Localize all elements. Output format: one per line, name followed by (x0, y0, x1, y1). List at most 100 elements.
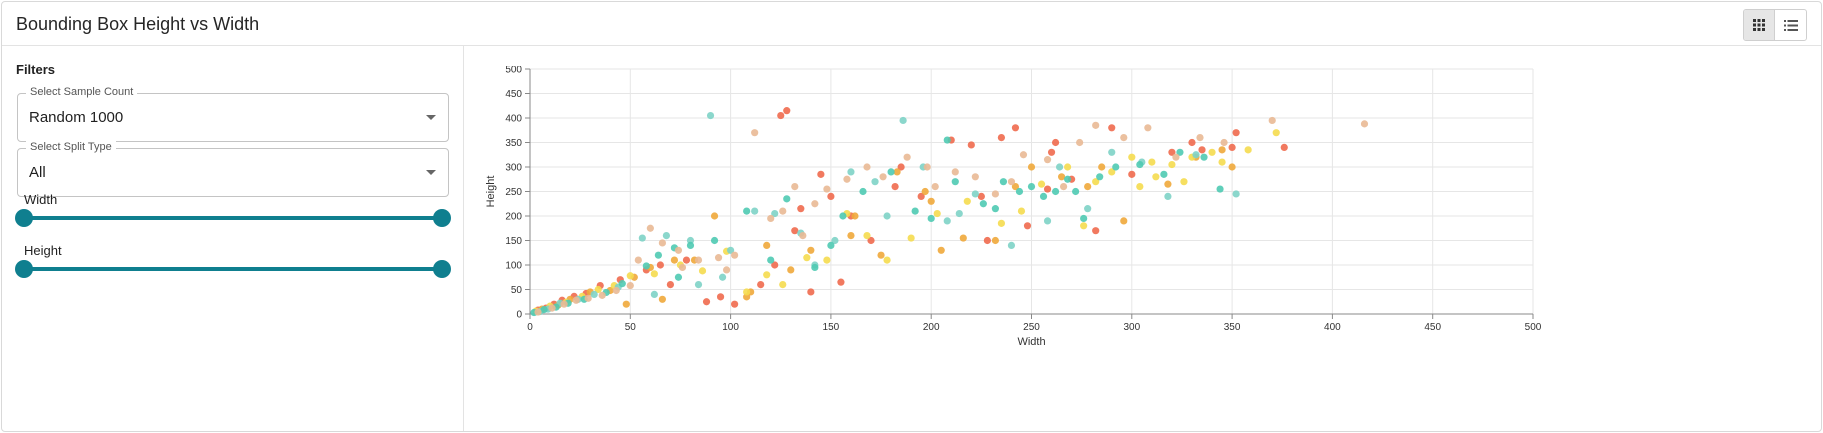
scatter-point (1043, 156, 1052, 164)
scatter-point (859, 187, 867, 196)
scatter-point (1180, 178, 1188, 186)
scatter-point (837, 278, 845, 286)
scatter-point (656, 261, 664, 269)
scatter-point (977, 192, 985, 200)
scatter-point (1092, 121, 1100, 129)
scatter-point (674, 246, 683, 254)
scatter-point (716, 293, 725, 301)
scatter-point (1164, 192, 1172, 200)
scatter-point (1039, 192, 1048, 200)
scatter-point (1216, 185, 1224, 193)
y-tick-label: 300 (505, 163, 522, 174)
x-axis-label: Width (1017, 336, 1045, 348)
scatter-point (743, 207, 751, 215)
scatter-point (951, 168, 959, 176)
scatter-point (871, 178, 879, 186)
scatter-point (883, 256, 891, 264)
scatter-point (1120, 217, 1128, 225)
scatter-point (803, 254, 811, 262)
scatter-point (1176, 148, 1184, 156)
scatter-point (943, 136, 951, 144)
scatter-point (1280, 143, 1288, 151)
list-view-button[interactable] (1775, 10, 1806, 40)
scatter-point (650, 270, 658, 278)
scatter-point (863, 232, 871, 240)
scatter-point (887, 168, 895, 176)
height-slider[interactable] (15, 260, 451, 278)
y-axis-label: Height (485, 176, 497, 208)
scatter-point (827, 192, 835, 200)
scatter-point (646, 224, 654, 232)
x-tick-label: 450 (1424, 322, 1441, 333)
scatter-point (771, 261, 779, 269)
view-toggle (1743, 9, 1807, 41)
grid-view-icon (1753, 19, 1765, 31)
scatter-point (777, 111, 785, 120)
scatter-chart: 0 50 100 150 200 250 300 350 400 450 500 0 50 100 150 2… (485, 66, 1542, 348)
grid-view-button[interactable] (1744, 10, 1775, 40)
scatter-point (626, 272, 634, 280)
scatter-point (839, 212, 847, 220)
scatter-point (662, 232, 671, 240)
scatter-point (923, 163, 931, 171)
height-slider-max-handle[interactable] (433, 260, 451, 278)
scatter-point (1228, 143, 1236, 151)
height-slider-min-handle[interactable] (15, 260, 33, 278)
y-tick-label: 0 (516, 310, 522, 321)
x-tick-label: 250 (1023, 322, 1040, 333)
scatter-point (1192, 151, 1200, 159)
scatter-point (851, 212, 859, 220)
scatter-point (1360, 120, 1369, 128)
scatter-point (612, 286, 620, 295)
scatter-point (877, 251, 885, 259)
scatter-point (1096, 173, 1104, 181)
scatter-point (1128, 153, 1136, 161)
scatter-point (1051, 187, 1060, 196)
scatter-point (1244, 146, 1252, 154)
sample-count-select[interactable]: Select Sample Count Random 1000 (17, 86, 449, 142)
scatter-point (771, 209, 779, 218)
scatter-point (1220, 138, 1228, 147)
scatter-point (971, 190, 979, 198)
scatter-point (1007, 241, 1016, 249)
split-type-select[interactable]: Select Split Type All (17, 141, 449, 197)
scatter-point (779, 281, 787, 289)
x-tick-label: 150 (823, 322, 840, 333)
scatter-point (1055, 163, 1064, 171)
scatter-point (560, 300, 568, 308)
width-slider-max-handle[interactable] (433, 209, 451, 227)
scatter-point (937, 246, 945, 254)
scatter-point (1198, 146, 1206, 154)
scatter-point (1136, 160, 1144, 169)
x-tick-label: 500 (1525, 322, 1542, 333)
scatter-point (791, 183, 799, 191)
scatter-point (1037, 180, 1046, 188)
scatter-point (903, 153, 911, 161)
page-title: Bounding Box Height vs Width (16, 14, 260, 34)
scatter-point (706, 111, 715, 120)
scatter-point (991, 190, 999, 198)
scatter-point (767, 256, 775, 264)
x-tick-label: 350 (1224, 322, 1241, 333)
scatter-point (694, 281, 703, 289)
scatter-point (911, 207, 919, 215)
scatter-point (1160, 170, 1168, 178)
width-slider-label: Width (24, 192, 58, 207)
scatter-point (921, 187, 929, 196)
scatter-point (727, 246, 735, 254)
scatter-point (983, 236, 991, 245)
scatter-point (979, 200, 987, 208)
scatter-point (743, 288, 751, 296)
width-slider-min-handle[interactable] (15, 209, 33, 227)
scatter-point (1218, 158, 1226, 166)
scatter-point (634, 256, 642, 264)
scatter-point (883, 212, 891, 220)
scatter-point (1084, 205, 1092, 213)
scatter-point (1043, 217, 1052, 225)
width-slider[interactable] (15, 209, 451, 227)
scatter-point (540, 305, 548, 314)
height-slider-label: Height (24, 243, 62, 258)
scatter-point (767, 214, 775, 223)
chevron-down-icon (426, 115, 436, 120)
scatter-point (1051, 138, 1060, 147)
